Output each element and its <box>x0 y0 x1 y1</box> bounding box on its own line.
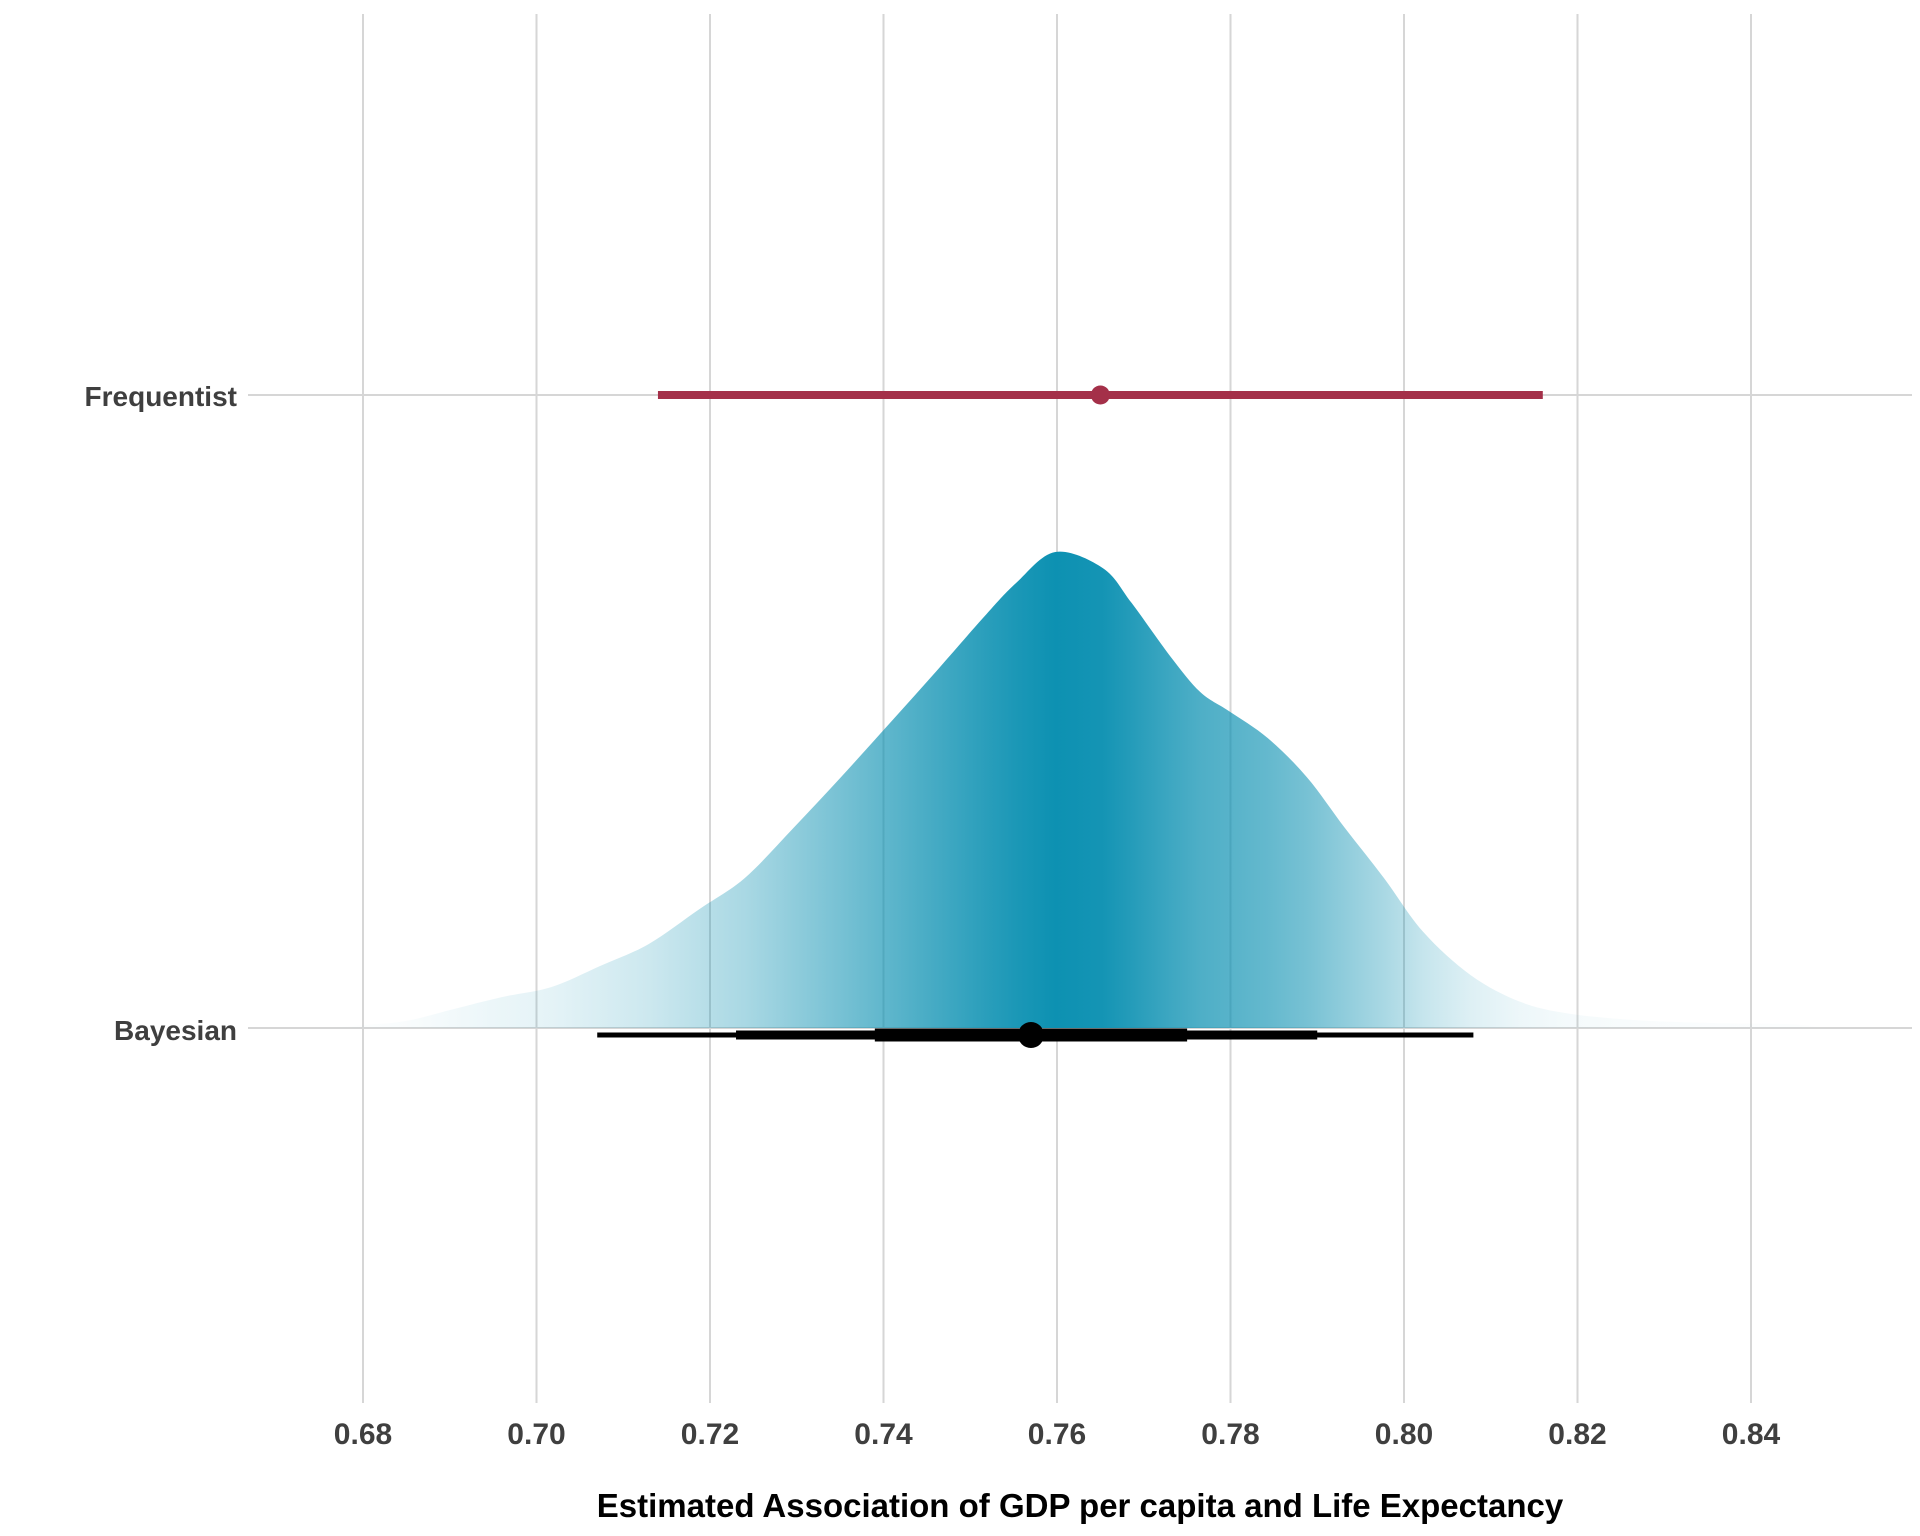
x-tick-label: 0.84 <box>1721 1418 1781 1451</box>
x-tick-label: 0.70 <box>507 1418 566 1451</box>
x-tick-label: 0.80 <box>1374 1418 1434 1451</box>
row-label-frequentist: Frequentist <box>84 381 237 412</box>
frequentist-point-estimate <box>1090 385 1110 405</box>
bayesian-density-slab <box>324 551 1830 1028</box>
x-tick-label: 0.82 <box>1548 1418 1607 1451</box>
x-tick-label: 0.72 <box>680 1418 740 1451</box>
bayesian-point-interval <box>597 1022 1474 1048</box>
x-tick-label: 0.74 <box>854 1418 913 1451</box>
posterior-density-curve <box>324 551 1830 1028</box>
x-axis-title: Estimated Association of GDP per capita … <box>596 1487 1564 1524</box>
x-tick-label: 0.68 <box>333 1418 393 1451</box>
x-tick-label: 0.76 <box>1027 1418 1087 1451</box>
bayesian-point-estimate <box>1017 1022 1044 1048</box>
frequentist-point-interval <box>657 385 1543 405</box>
row-label-bayesian: Bayesian <box>114 1015 237 1046</box>
x-tick-label: 0.78 <box>1201 1418 1260 1451</box>
